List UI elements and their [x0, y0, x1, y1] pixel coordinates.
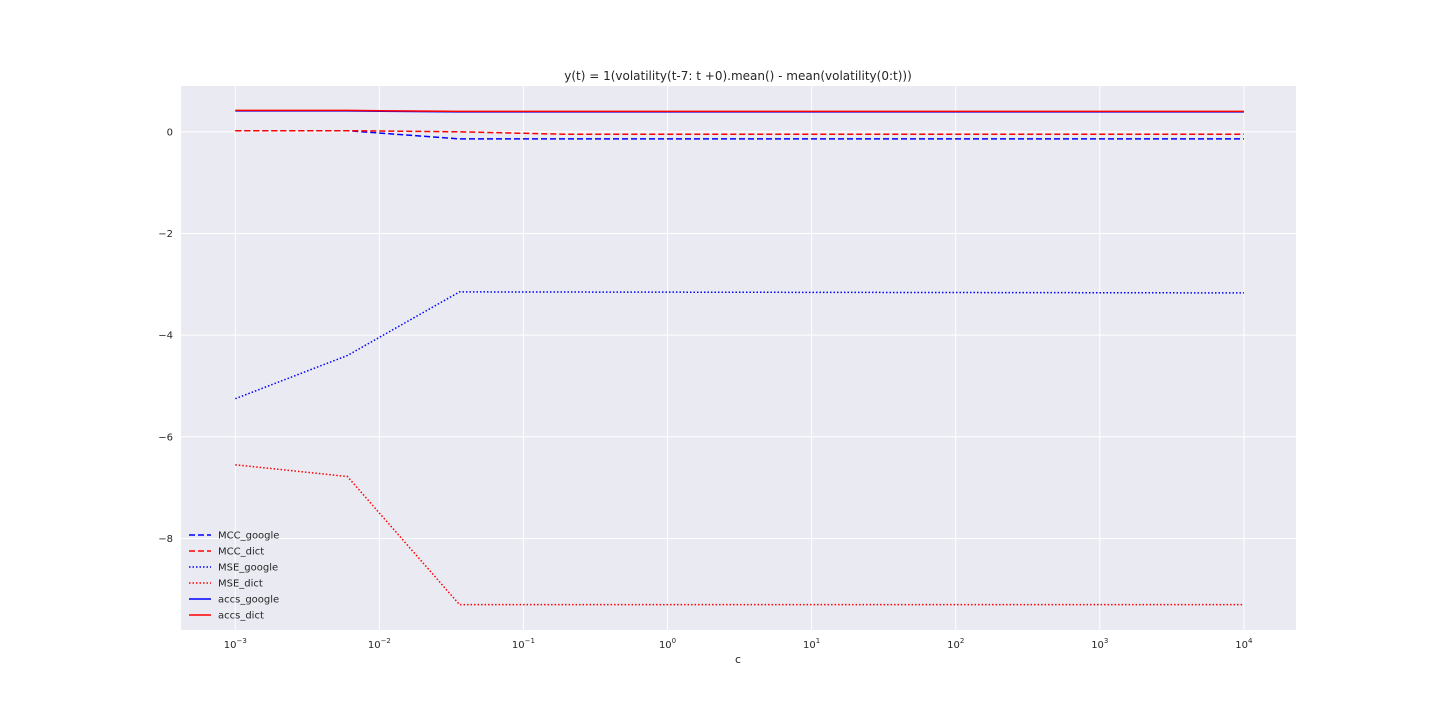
series-line-mse-google: [235, 291, 1244, 400]
x-tick-label: 10−3: [224, 637, 247, 651]
x-tick-label: 104: [1235, 637, 1253, 651]
x-tick-label: 10−2: [368, 637, 391, 651]
y-tick-label: −2: [158, 229, 173, 240]
y-tick-label: −8: [158, 534, 173, 545]
y-tick-label: −6: [158, 432, 173, 443]
legend-label: MSE_google: [218, 563, 278, 574]
grid-lines: [181, 86, 1296, 630]
chart-title: y(t) = 1(volatility(t-7: t +0).mean() - …: [564, 69, 912, 83]
series-line-mcc-dict: [235, 129, 1244, 136]
y-tick-label: 0: [167, 127, 173, 138]
x-tick-label: 101: [803, 637, 820, 651]
series-layer: [235, 109, 1244, 606]
series-line-accs-dict: [235, 109, 1244, 113]
legend-label: MCC_dict: [218, 547, 264, 558]
legend-label: accs_dict: [218, 611, 264, 622]
y-tick-labels: 0 −2 −4 −6 −8: [158, 127, 173, 545]
x-tick-labels: 10−3 10−2 10−1 100 101 102 103 104: [224, 637, 1253, 651]
legend-label: MSE_dict: [218, 579, 263, 590]
x-tick-label: 103: [1091, 637, 1108, 651]
x-tick-label: 102: [947, 637, 964, 651]
x-tick-label: 10−1: [512, 637, 535, 651]
y-tick-label: −4: [158, 331, 173, 342]
legend-label: accs_google: [218, 595, 279, 606]
legend: MCC_google MCC_dict MSE_google MSE_dictaccs…: [189, 531, 279, 622]
plot-area: [181, 86, 1296, 630]
legend-label: MCC_google: [218, 531, 279, 542]
x-tick-label: 100: [659, 637, 676, 651]
series-line-mse-dict: [235, 464, 1244, 606]
x-axis-label: c: [735, 653, 741, 666]
